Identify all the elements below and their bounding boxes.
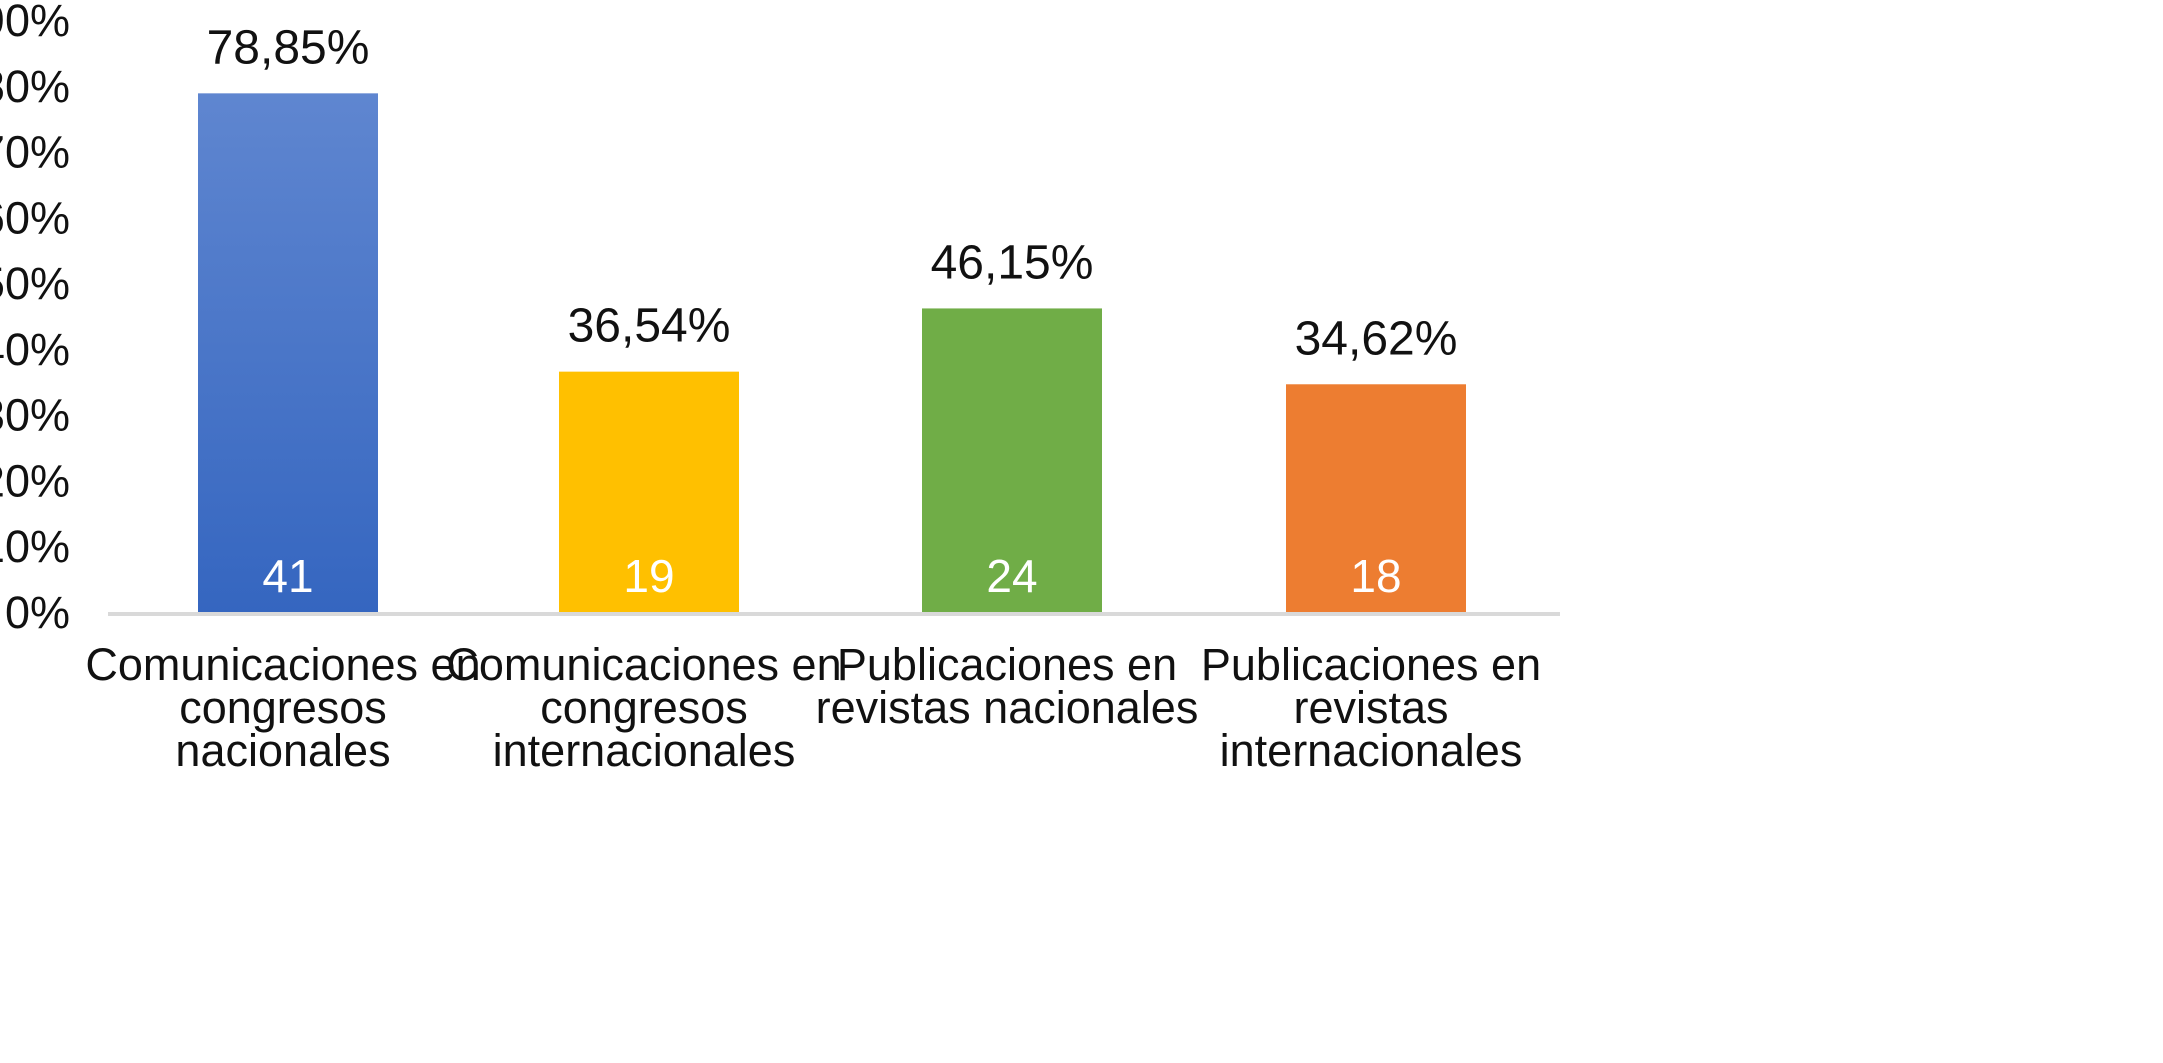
category-labels: Comunicaciones en congresos nacionalesComu…: [85, 639, 1541, 776]
y-tick-label: 70%: [0, 127, 70, 178]
y-tick-label: 90%: [0, 0, 70, 46]
y-tick-label: 30%: [0, 390, 70, 441]
category-label: Publicaciones en revistas nacionales: [816, 639, 1199, 733]
category-label: Comunicaciones en congresos internacionale…: [446, 639, 841, 776]
count-labels: 41 19 24 18: [262, 550, 1401, 602]
bar: [559, 371, 739, 612]
value-label: 34,62%: [1295, 312, 1458, 365]
value-label: 78,85%: [207, 21, 370, 74]
category-label: Comunicaciones en congresos nacionales: [85, 639, 480, 776]
y-tick-label: 10%: [0, 521, 70, 572]
y-tick-label: 80%: [0, 61, 70, 112]
y-tick-label: 20%: [0, 455, 70, 506]
count-label: 19: [623, 550, 674, 602]
y-tick-label: 60%: [0, 192, 70, 243]
bar: [922, 308, 1102, 612]
bar: [1286, 384, 1466, 612]
count-label: 41: [262, 550, 313, 602]
category-label: Publicaciones en revistas internacionales: [1201, 639, 1541, 776]
bars: [198, 93, 1466, 612]
value-labels: 78,85% 36,54% 46,15% 34,62%: [207, 21, 1458, 365]
y-tick-label: 50%: [0, 258, 70, 309]
bar: [198, 93, 378, 612]
y-tick-label: 40%: [0, 324, 70, 375]
y-tick-label: 0%: [5, 587, 70, 638]
value-label: 36,54%: [568, 300, 731, 353]
count-label: 18: [1350, 550, 1401, 602]
count-label: 24: [986, 550, 1037, 602]
value-label: 46,15%: [931, 236, 1094, 289]
y-axis-ticks: 0% 10% 20% 30% 40% 50% 60% 70% 80% 90%: [0, 0, 70, 638]
